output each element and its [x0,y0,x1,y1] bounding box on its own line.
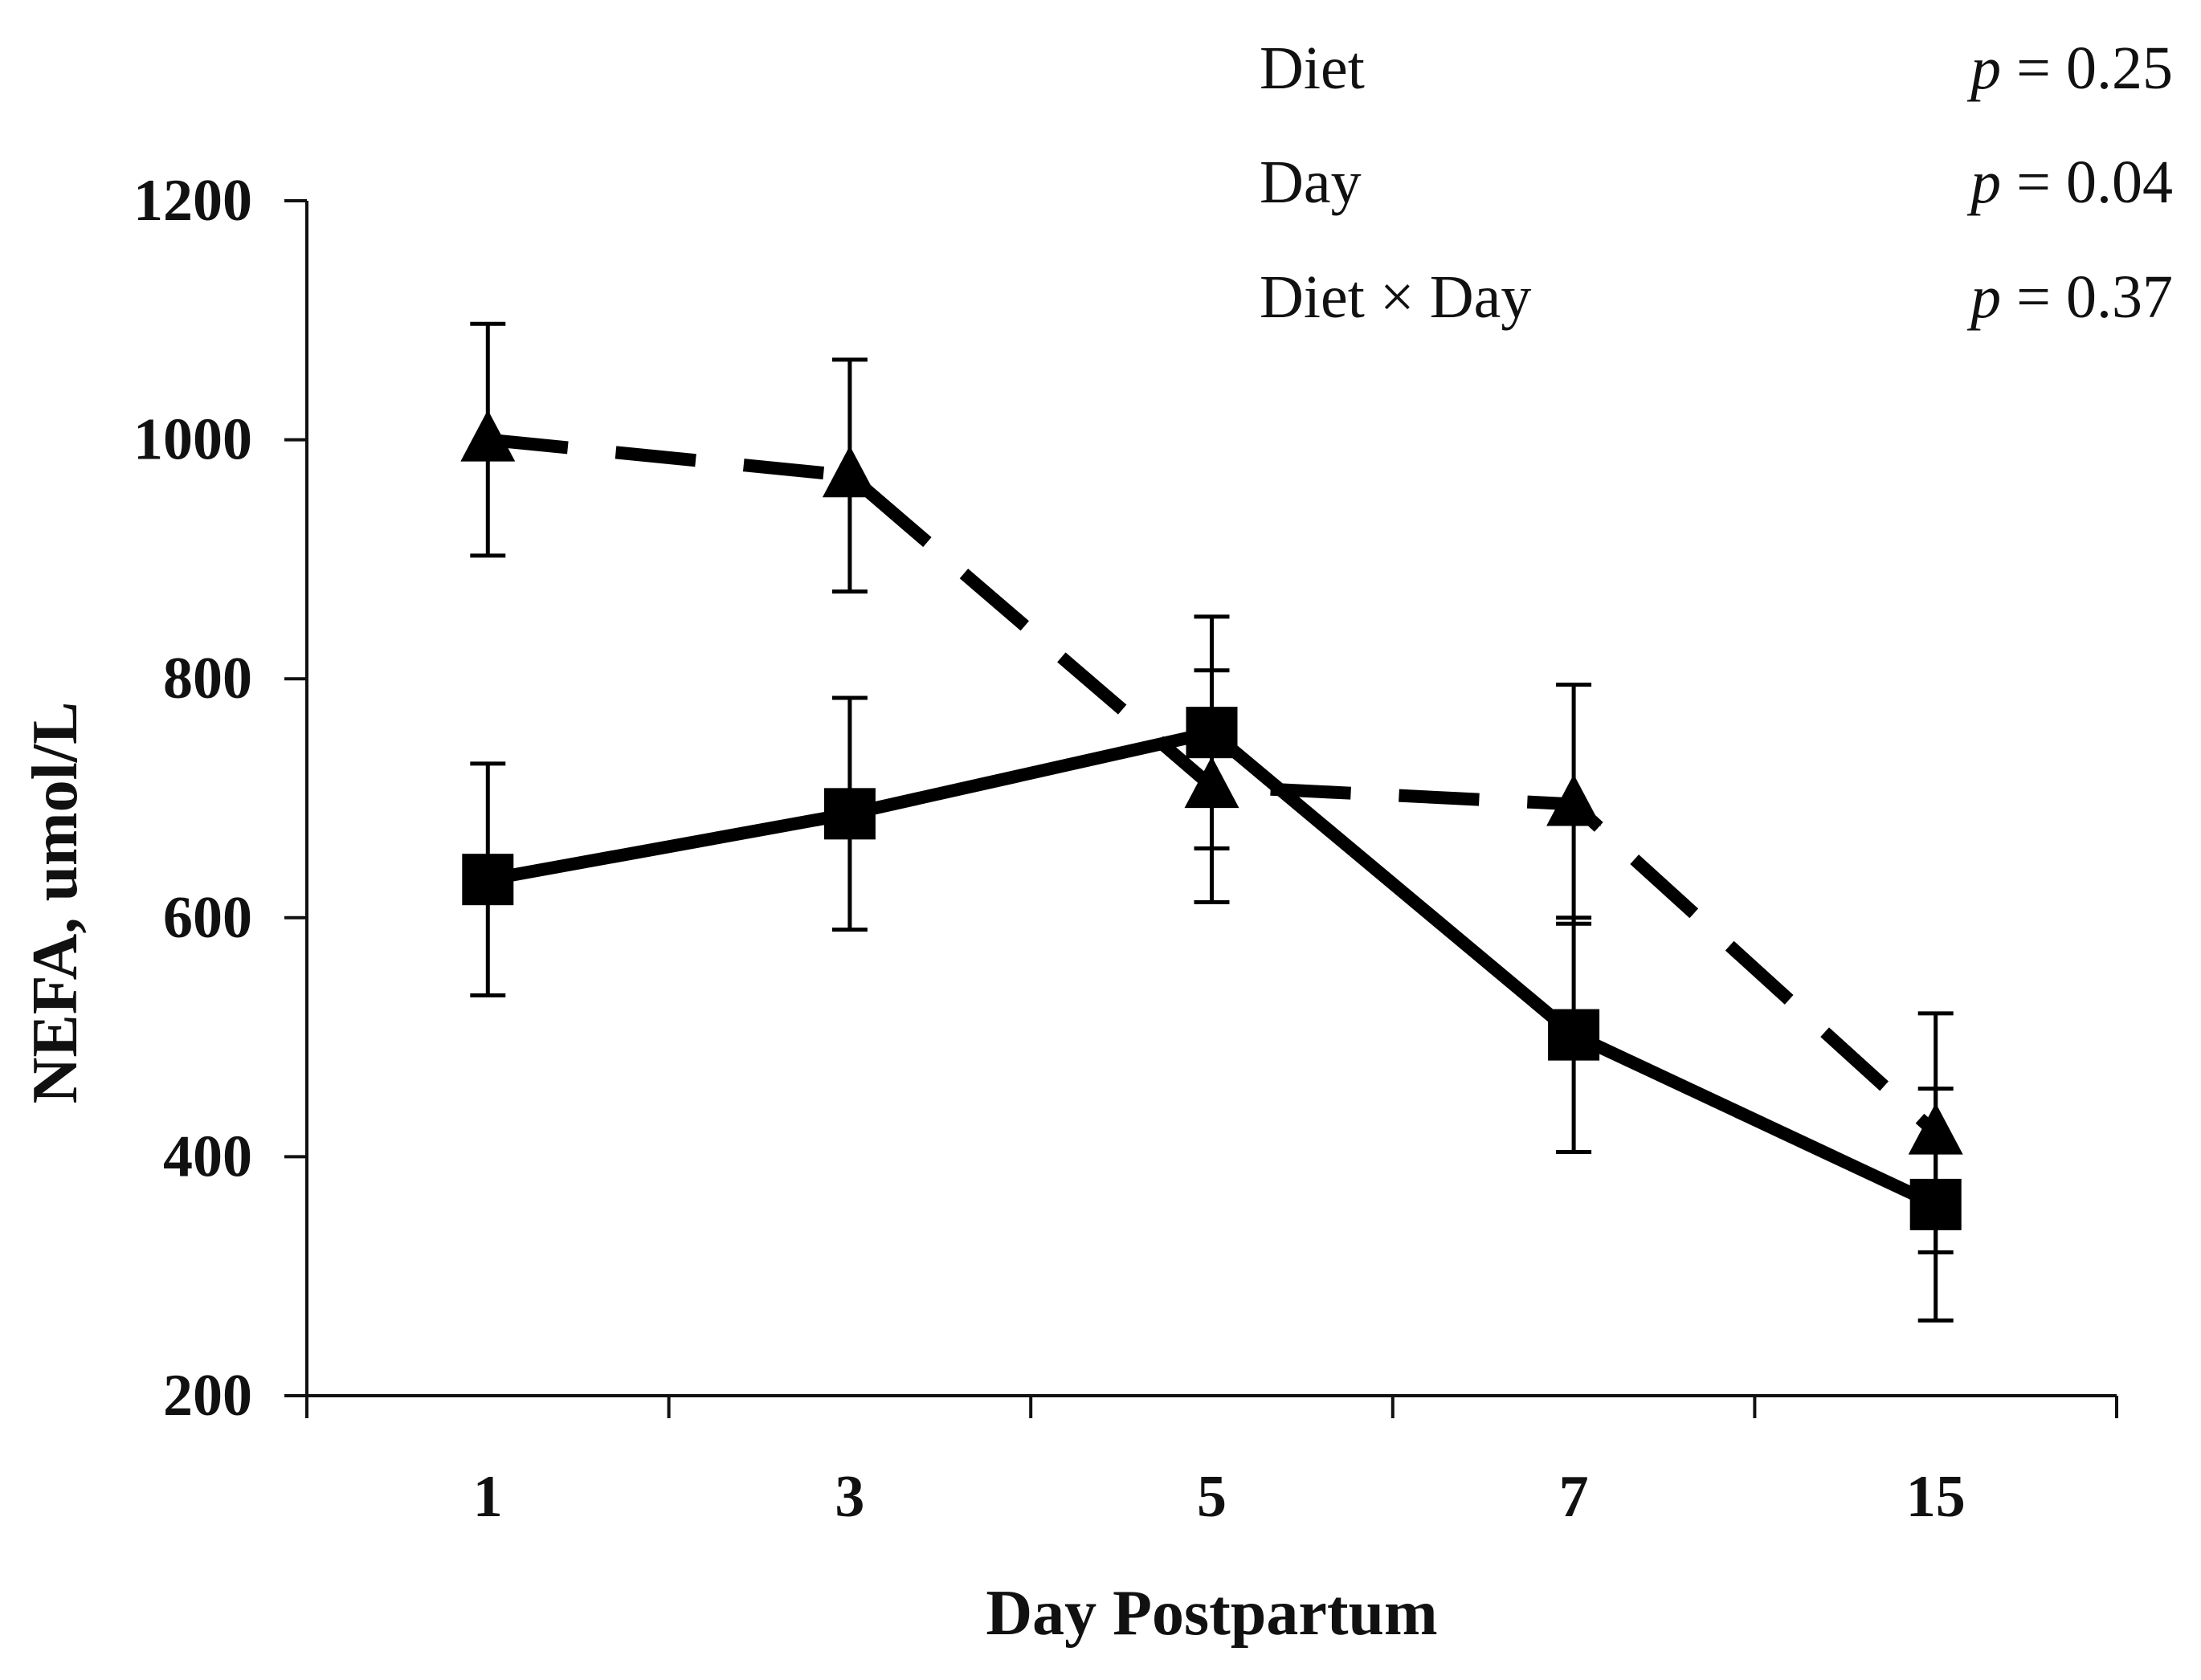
stat-row: Day p = 0.04 [1260,149,2173,216]
y-tick-label: 1000 [133,407,252,473]
data-point-square [823,788,876,840]
x-tick-label: 1 [473,1464,503,1530]
y-tick-label: 200 [163,1363,252,1429]
stat-p-value: p = 0.04 [1966,149,2173,216]
x-tick-label: 3 [835,1464,864,1530]
data-point-triangle [822,446,877,498]
y-tick-label: 800 [163,646,252,712]
x-tick-label: 5 [1197,1464,1227,1530]
x-axis-title: Day Postpartum [986,1578,1437,1649]
axes: 200 400 600 800 1000 1200 1 3 5 7 15 [133,168,2118,1530]
data-point-triangle [460,410,516,462]
y-tick-label: 400 [163,1123,252,1189]
stat-label: Diet × Day [1260,263,1531,331]
y-tick-label: 600 [163,885,252,951]
data-point-triangle [1546,774,1602,826]
series-layer [460,321,1963,1323]
data-point-square [1909,1178,1962,1230]
data-point-square [1186,707,1238,759]
stat-p-value: p = 0.37 [1966,263,2173,331]
stat-row: Diet p = 0.25 [1260,35,2173,102]
stat-p-value: p = 0.25 [1966,35,2173,102]
x-tick-label: 7 [1559,1464,1589,1530]
y-axis-title: NEFA, umol/L [20,702,91,1104]
data-point-square [462,854,514,906]
y-tick-label: 1200 [133,168,252,234]
stat-label: Day [1260,149,1362,216]
series-solid-square [462,614,1962,1323]
stat-row: Diet × Day p = 0.37 [1260,263,2173,331]
stat-label: Diet [1260,35,1365,102]
stats-annotations: Diet p = 0.25 Day p = 0.04 Diet × Day p = 0.3… [1260,35,2173,331]
data-point-square [1548,1009,1600,1061]
labels: Day Postpartum NEFA, umol/L [20,702,1438,1649]
x-tick-label: 15 [1906,1464,1966,1530]
